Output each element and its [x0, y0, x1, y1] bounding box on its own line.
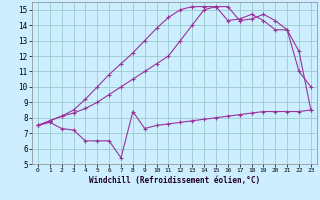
- X-axis label: Windchill (Refroidissement éolien,°C): Windchill (Refroidissement éolien,°C): [89, 176, 260, 185]
